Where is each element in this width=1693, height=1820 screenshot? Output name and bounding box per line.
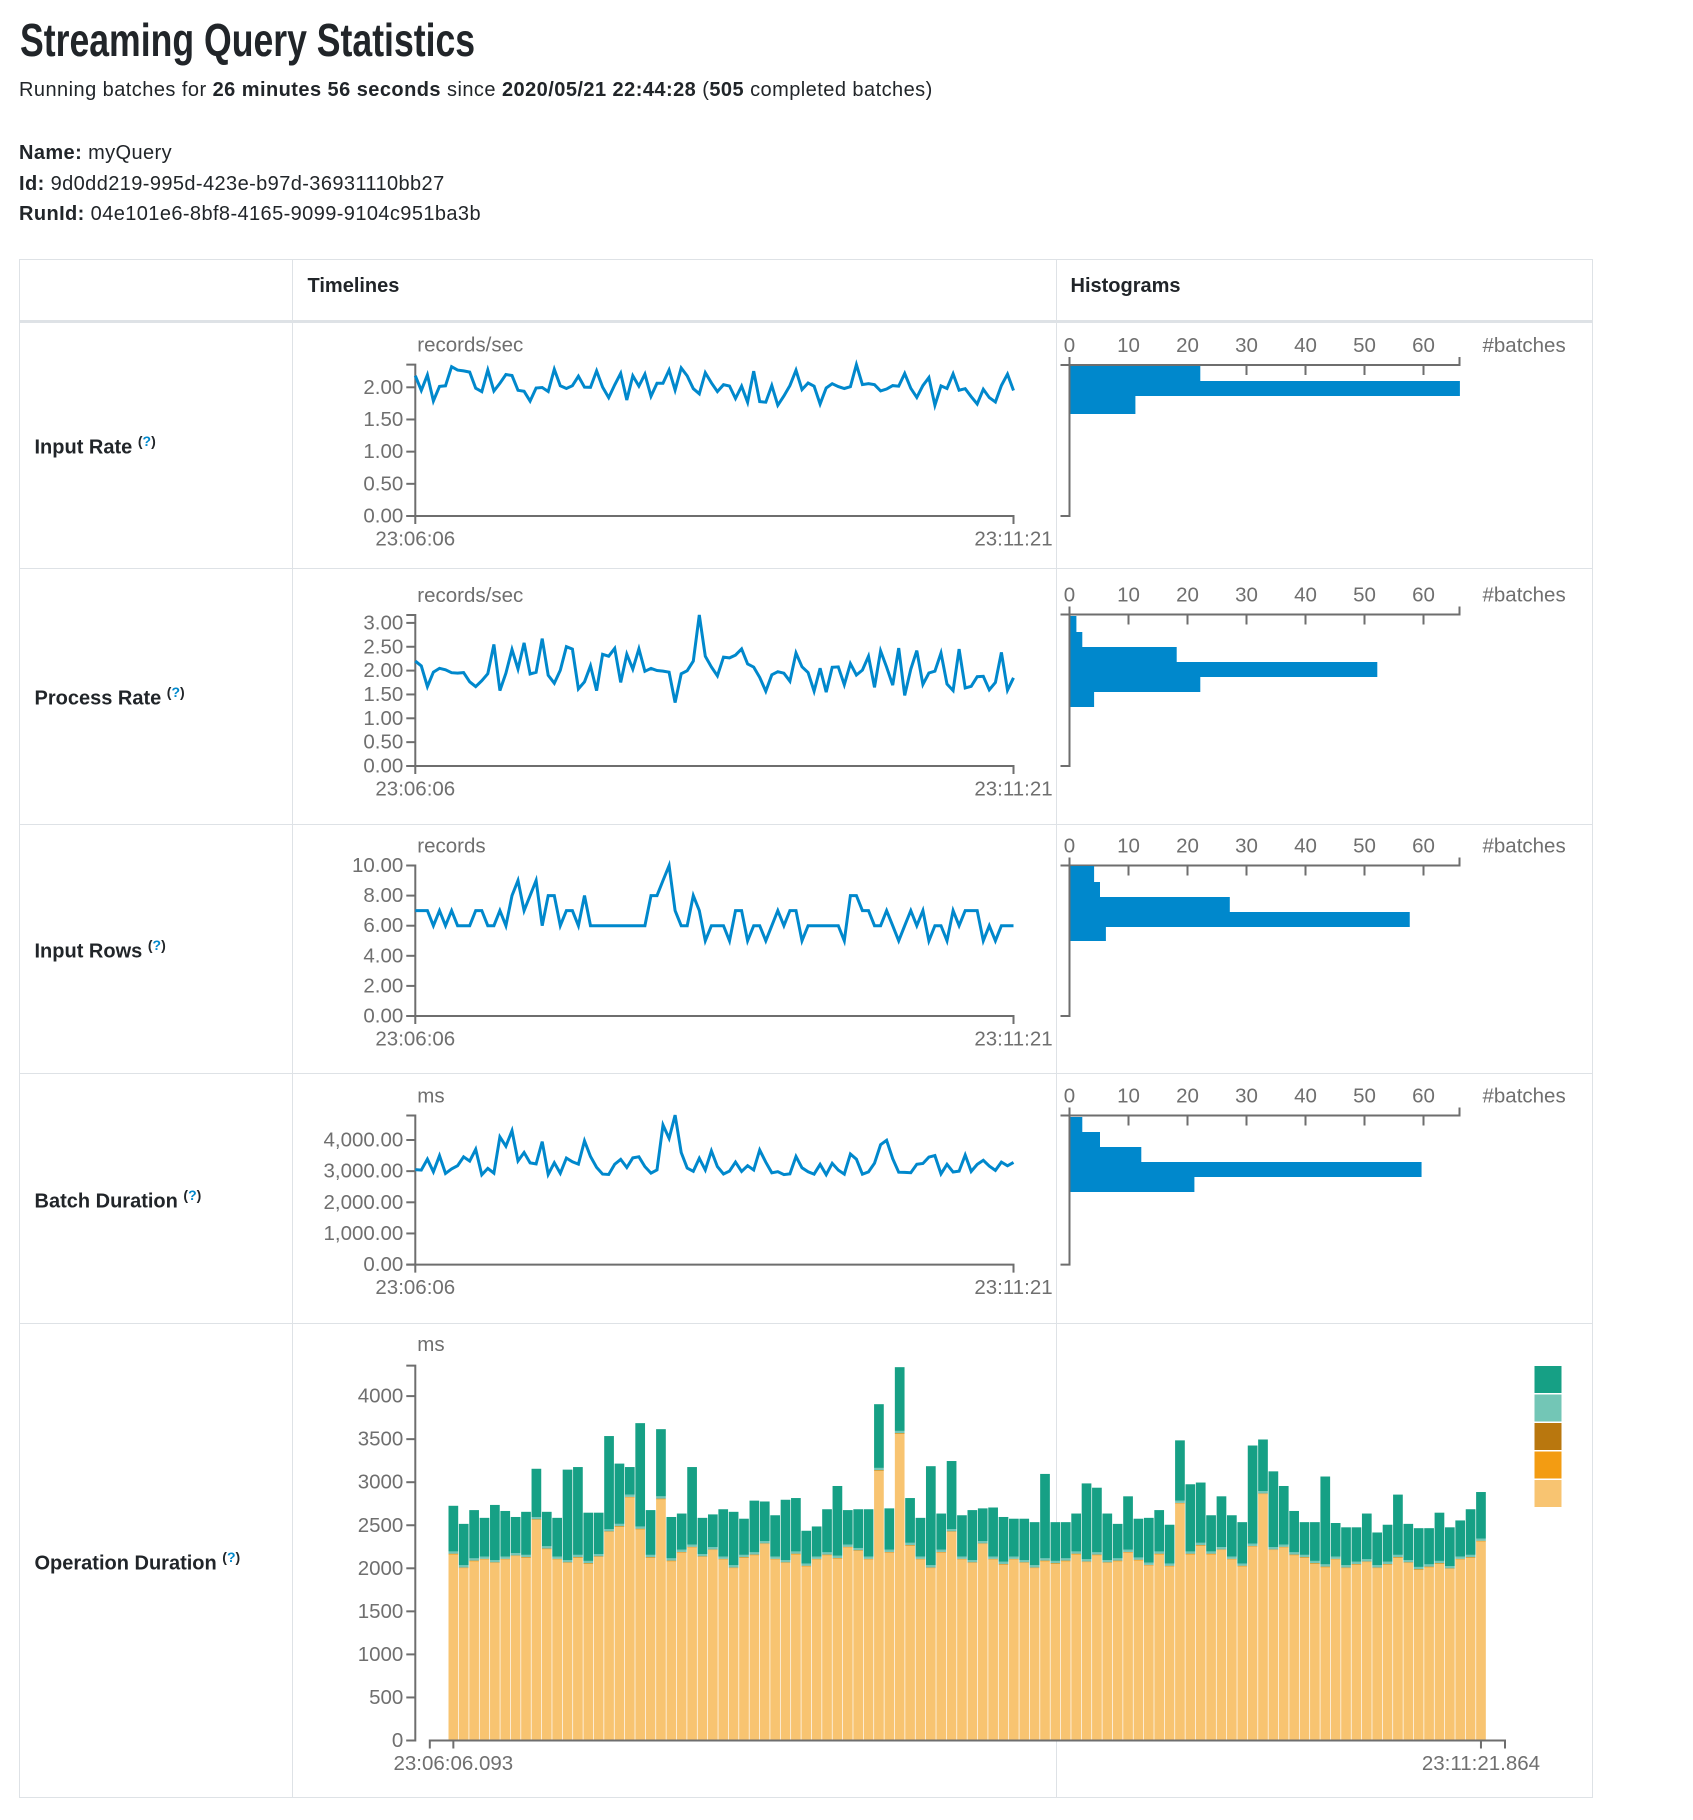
svg-text:60: 60	[1412, 584, 1435, 607]
svg-text:30: 30	[1235, 834, 1258, 857]
svg-text:3500: 3500	[357, 1428, 403, 1451]
svg-text:3,000.00: 3,000.00	[323, 1160, 403, 1183]
svg-text:500: 500	[369, 1686, 403, 1709]
svg-text:50: 50	[1353, 334, 1376, 357]
svg-text:2000: 2000	[357, 1557, 403, 1580]
svg-text:2.00: 2.00	[363, 659, 403, 682]
svg-text:ms: ms	[417, 1085, 444, 1108]
svg-text:0.50: 0.50	[363, 731, 403, 754]
svg-text:0.50: 0.50	[363, 472, 403, 495]
svg-text:20: 20	[1176, 834, 1199, 857]
svg-text:10: 10	[1117, 1085, 1140, 1108]
svg-text:40: 40	[1294, 834, 1317, 857]
svg-text:23:06:06: 23:06:06	[375, 1276, 455, 1299]
svg-text:1.00: 1.00	[363, 707, 403, 730]
svg-text:#batches: #batches	[1482, 584, 1565, 607]
svg-text:10.00: 10.00	[351, 854, 402, 877]
svg-text:40: 40	[1294, 1085, 1317, 1108]
svg-text:23:06:06: 23:06:06	[375, 778, 455, 801]
svg-text:1.50: 1.50	[363, 683, 403, 706]
svg-text:20: 20	[1176, 584, 1199, 607]
svg-text:0: 0	[1063, 1085, 1074, 1108]
svg-text:2.50: 2.50	[363, 635, 403, 658]
svg-text:60: 60	[1412, 834, 1435, 857]
svg-text:40: 40	[1294, 584, 1317, 607]
svg-text:#batches: #batches	[1482, 1085, 1565, 1108]
svg-text:50: 50	[1353, 1085, 1376, 1108]
svg-text:4000: 4000	[357, 1385, 403, 1408]
svg-text:60: 60	[1412, 1085, 1435, 1108]
svg-text:#batches: #batches	[1482, 834, 1565, 857]
svg-text:30: 30	[1235, 334, 1258, 357]
svg-text:2,000.00: 2,000.00	[323, 1191, 403, 1214]
svg-text:23:11:21: 23:11:21	[974, 528, 1052, 551]
svg-text:50: 50	[1353, 584, 1376, 607]
svg-text:10: 10	[1117, 834, 1140, 857]
svg-text:2.00: 2.00	[363, 376, 403, 399]
svg-text:0.00: 0.00	[363, 1004, 403, 1027]
svg-text:30: 30	[1235, 1085, 1258, 1108]
svg-text:40: 40	[1294, 334, 1317, 357]
svg-text:0: 0	[1063, 584, 1074, 607]
svg-text:1500: 1500	[357, 1600, 403, 1623]
svg-text:4.00: 4.00	[363, 944, 403, 967]
svg-text:60: 60	[1412, 334, 1435, 357]
svg-text:23:11:21: 23:11:21	[974, 778, 1052, 801]
svg-text:0: 0	[391, 1729, 402, 1752]
svg-text:23:11:21: 23:11:21	[974, 1027, 1052, 1050]
svg-text:2.00: 2.00	[363, 974, 403, 997]
svg-text:10: 10	[1117, 584, 1140, 607]
svg-text:2500: 2500	[357, 1514, 403, 1537]
svg-text:records: records	[417, 834, 485, 857]
svg-text:23:06:06: 23:06:06	[375, 1027, 455, 1050]
svg-text:20: 20	[1176, 334, 1199, 357]
svg-text:1.50: 1.50	[363, 408, 403, 431]
svg-text:1000: 1000	[357, 1643, 403, 1666]
svg-text:1,000.00: 1,000.00	[323, 1222, 403, 1245]
svg-text:23:11:21.864: 23:11:21.864	[1421, 1752, 1539, 1775]
svg-text:23:06:06.093: 23:06:06.093	[393, 1752, 513, 1775]
svg-text:3.00: 3.00	[363, 611, 403, 634]
svg-text:23:11:21: 23:11:21	[974, 1276, 1052, 1299]
svg-text:20: 20	[1176, 1085, 1199, 1108]
svg-text:1.00: 1.00	[363, 440, 403, 463]
svg-text:0.00: 0.00	[363, 755, 403, 778]
svg-text:23:06:06: 23:06:06	[375, 528, 455, 551]
svg-text:0.00: 0.00	[363, 505, 403, 528]
svg-text:#batches: #batches	[1482, 334, 1565, 357]
svg-text:0.00: 0.00	[363, 1253, 403, 1276]
svg-text:50: 50	[1353, 834, 1376, 857]
svg-text:10: 10	[1117, 334, 1140, 357]
svg-text:0: 0	[1063, 834, 1074, 857]
svg-text:8.00: 8.00	[363, 884, 403, 907]
svg-text:records/sec: records/sec	[417, 334, 523, 357]
svg-text:6.00: 6.00	[363, 914, 403, 937]
svg-text:ms: ms	[417, 1333, 444, 1356]
svg-text:0: 0	[1063, 334, 1074, 357]
svg-text:3000: 3000	[357, 1471, 403, 1494]
svg-text:records/sec: records/sec	[417, 584, 523, 607]
svg-text:30: 30	[1235, 584, 1258, 607]
svg-text:4,000.00: 4,000.00	[323, 1129, 403, 1152]
